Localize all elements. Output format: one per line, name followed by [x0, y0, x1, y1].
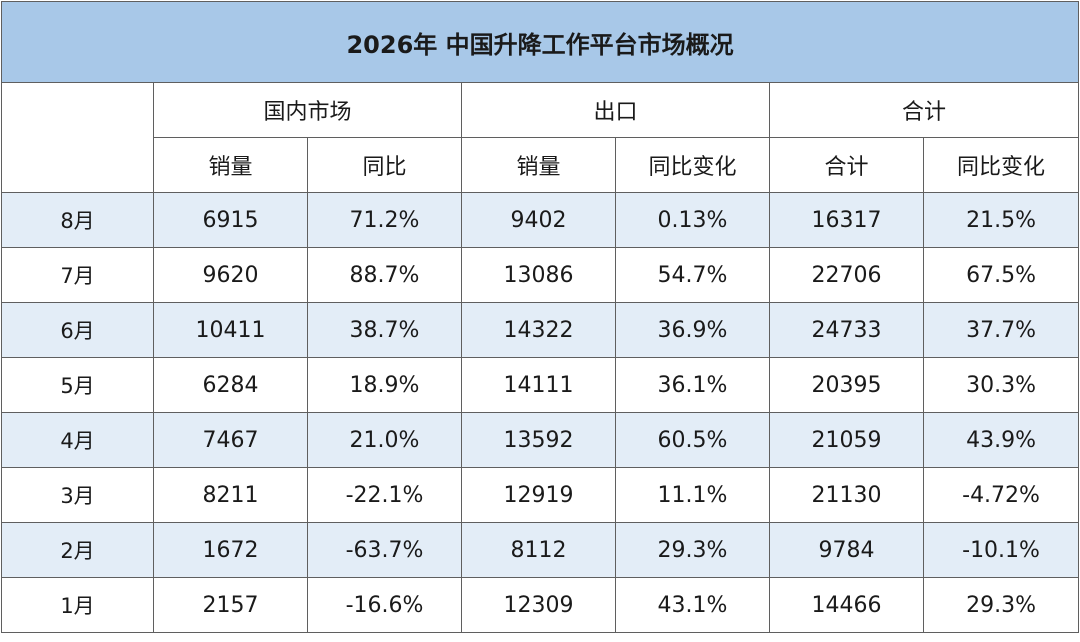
total-sales-header: 合计 [769, 137, 924, 193]
total-sales-cell: 21130 [769, 467, 924, 523]
table-row: 5月 6284 18.9% 14111 36.1% 20395 30.3% [1, 357, 1080, 413]
month-cell: 6月 [1, 302, 154, 358]
domestic-yoy-cell: -16.6% [307, 577, 462, 633]
total-yoy-cell: -4.72% [922, 467, 1080, 523]
export-header: 出口 [461, 82, 770, 138]
total-sales-cell: 9784 [769, 522, 924, 578]
domestic-sales-cell: 6284 [153, 357, 308, 413]
total-yoy-cell: 67.5% [922, 247, 1080, 303]
total-sales-cell: 24733 [769, 302, 924, 358]
export-yoy-cell: 0.13% [615, 192, 770, 248]
table-row: 2月 1672 -63.7% 8112 29.3% 9784 -10.1% [1, 522, 1080, 578]
export-sales-cell: 9402 [461, 192, 616, 248]
total-yoy-cell: -10.1% [922, 522, 1080, 578]
table-title: 2026年 中国升降工作平台市场概况 [0, 1, 1080, 83]
total-sales-cell: 14466 [769, 577, 924, 633]
domestic-sales-header: 销量 [153, 137, 308, 193]
domestic-sales-cell: 8211 [153, 467, 308, 523]
month-header-cell [1, 82, 154, 193]
export-yoy-cell: 29.3% [615, 522, 770, 578]
domestic-yoy-cell: -22.1% [307, 467, 462, 523]
export-sales-cell: 8112 [461, 522, 616, 578]
total-yoy-cell: 21.5% [922, 192, 1080, 248]
domestic-yoy-cell: 71.2% [307, 192, 462, 248]
export-yoy-cell: 11.1% [615, 467, 770, 523]
month-cell: 2月 [1, 522, 154, 578]
domestic-market-header: 国内市场 [153, 82, 462, 138]
export-sales-cell: 12919 [461, 467, 616, 523]
title-row: 2026年 中国升降工作平台市场概况 [0, 1, 1080, 83]
domestic-yoy-cell: 21.0% [307, 412, 462, 468]
domestic-yoy-cell: -63.7% [307, 522, 462, 578]
export-sales-cell: 14111 [461, 357, 616, 413]
total-sales-cell: 20395 [769, 357, 924, 413]
export-yoy-cell: 36.1% [615, 357, 770, 413]
table-row: 1月 2157 -16.6% 12309 43.1% 14466 29.3% [1, 577, 1080, 633]
total-sales-cell: 16317 [769, 192, 924, 248]
export-yoy-header: 同比变化 [615, 137, 770, 193]
total-yoy-header: 同比变化 [922, 137, 1080, 193]
total-yoy-cell: 43.9% [922, 412, 1080, 468]
sub-header-row: 销量 同比 销量 同比变化 合计 同比变化 [2, 137, 1080, 193]
export-yoy-cell: 54.7% [615, 247, 770, 303]
domestic-yoy-cell: 38.7% [307, 302, 462, 358]
domestic-yoy-cell: 18.9% [307, 357, 462, 413]
export-sales-cell: 12309 [461, 577, 616, 633]
export-yoy-cell: 60.5% [615, 412, 770, 468]
total-header: 合计 [768, 82, 1080, 138]
export-sales-cell: 14322 [461, 302, 616, 358]
month-cell: 8月 [1, 192, 154, 248]
total-yoy-cell: 37.7% [922, 302, 1080, 358]
total-sales-cell: 22706 [769, 247, 924, 303]
month-cell: 3月 [1, 467, 154, 523]
export-sales-cell: 13086 [461, 247, 616, 303]
month-cell: 4月 [1, 412, 154, 468]
export-sales-header: 销量 [461, 137, 616, 193]
export-yoy-cell: 43.1% [615, 577, 770, 633]
domestic-sales-cell: 7467 [153, 412, 308, 468]
month-cell: 1月 [1, 577, 154, 633]
domestic-sales-cell: 9620 [153, 247, 308, 303]
domestic-sales-cell: 2157 [153, 577, 308, 633]
table-row: 6月 10411 38.7% 14322 36.9% 24733 37.7% [1, 302, 1080, 358]
domestic-sales-cell: 1672 [153, 522, 308, 578]
domestic-yoy-header: 同比 [307, 137, 462, 193]
table-row: 3月 8211 -22.1% 12919 11.1% 21130 -4.72% [1, 467, 1080, 523]
month-cell: 7月 [1, 247, 154, 303]
table-row: 8月 6915 71.2% 9402 0.13% 16317 21.5% [1, 192, 1080, 248]
total-sales-cell: 21059 [769, 412, 924, 468]
total-yoy-cell: 30.3% [922, 357, 1080, 413]
export-yoy-cell: 36.9% [615, 302, 770, 358]
export-sales-cell: 13592 [461, 412, 616, 468]
domestic-yoy-cell: 88.7% [307, 247, 462, 303]
domestic-sales-cell: 6915 [153, 192, 308, 248]
table-row: 4月 7467 21.0% 13592 60.5% 21059 43.9% [1, 412, 1080, 468]
month-cell: 5月 [1, 357, 154, 413]
table-row: 7月 9620 88.7% 13086 54.7% 22706 67.5% [1, 247, 1080, 303]
domestic-sales-cell: 10411 [153, 302, 308, 358]
group-header-row: 国内市场 出口 合计 [1, 82, 1080, 193]
total-yoy-cell: 29.3% [922, 577, 1080, 633]
